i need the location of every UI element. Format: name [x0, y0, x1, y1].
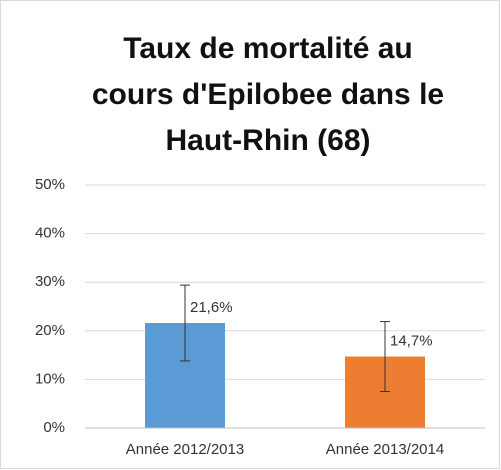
chart-title: cours d'Epilobee dans le	[92, 78, 444, 111]
value-label: 14,7%	[390, 333, 433, 350]
x-tick-label: Année 2012/2013	[126, 441, 244, 458]
y-tick-label: 0%	[43, 419, 65, 436]
x-tick-label: Année 2013/2014	[326, 441, 444, 458]
y-tick-label: 50%	[35, 176, 65, 193]
value-label: 21,6%	[190, 299, 233, 316]
chart-title: Taux de mortalité au	[123, 32, 413, 65]
y-tick-label: 20%	[35, 322, 65, 339]
y-tick-label: 40%	[35, 225, 65, 242]
chart-title: Haut-Rhin (68)	[166, 124, 371, 157]
y-tick-label: 30%	[35, 273, 65, 290]
y-tick-label: 10%	[35, 370, 65, 387]
